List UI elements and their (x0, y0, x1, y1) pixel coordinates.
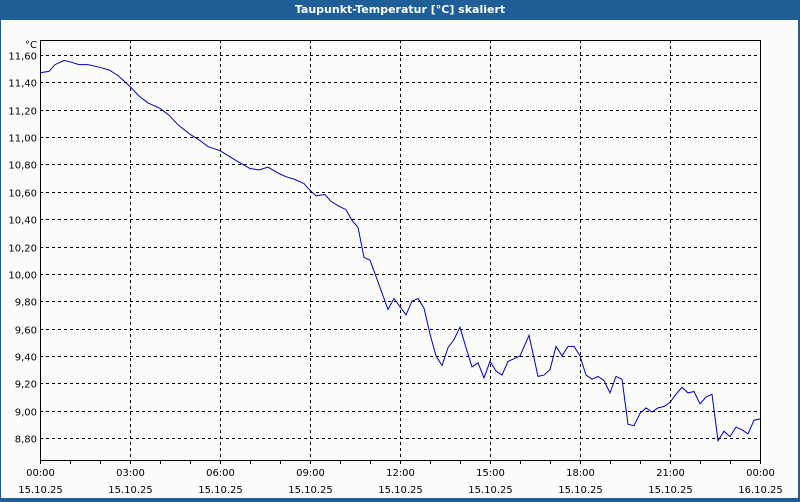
x-tick-date: 15.10.25 (378, 485, 423, 496)
x-tick-time: 21:00 (656, 468, 685, 479)
x-tick-date: 15.10.25 (198, 485, 243, 496)
y-tick-label: 9,20 (15, 380, 37, 391)
x-tick-date: 15.10.25 (648, 485, 693, 496)
y-tick-label: 11,00 (8, 134, 37, 145)
x-tick-date: 15.10.25 (558, 485, 603, 496)
plot-frame (40, 40, 761, 461)
y-tick-label: 11,60 (8, 52, 37, 63)
y-tick-label: 10,40 (8, 216, 37, 227)
x-tick-time: 00:00 (746, 468, 775, 479)
y-tick-label: 10,60 (8, 189, 37, 200)
x-tick-time: 18:00 (566, 468, 595, 479)
x-tick-date: 15.10.25 (18, 485, 63, 496)
line-chart: 11,60 11,40 11,20 11,00 10,80 10,60 10,40 10,20… (1, 20, 798, 498)
y-tick-label: 9,40 (15, 353, 37, 364)
y-tick-label: 9,80 (15, 298, 37, 309)
x-tick-date: 15.10.25 (288, 485, 333, 496)
x-tick-date: 16.10.25 (738, 485, 783, 496)
x-tick-date: 15.10.25 (108, 485, 153, 496)
y-unit-label: °C (25, 40, 37, 51)
y-tick-label: 10,80 (8, 161, 37, 172)
x-tick-time: 03:00 (116, 468, 145, 479)
x-tick-time: 00:00 (26, 468, 55, 479)
x-tick-time: 09:00 (296, 468, 325, 479)
series-line (39, 59, 761, 443)
y-tick-label: 10,20 (8, 244, 37, 255)
y-tick-label: 9,60 (15, 326, 37, 337)
x-tick-time: 15:00 (476, 468, 505, 479)
y-tick-label: 10,00 (8, 271, 37, 282)
chart-panel: 11,60 11,40 11,20 11,00 10,80 10,60 10,40 10,20… (1, 20, 798, 498)
chart-title: Taupunkt-Temperatur [°C] skaliert (0, 0, 800, 20)
x-tick-time: 12:00 (386, 468, 415, 479)
x-tick-date: 15.10.25 (468, 485, 513, 496)
y-tick-label: 9,00 (15, 408, 37, 419)
y-tick-label: 8,80 (15, 435, 37, 446)
y-tick-label: 11,40 (8, 79, 37, 90)
x-tick-time: 06:00 (206, 468, 235, 479)
y-tick-label: 11,20 (8, 107, 37, 118)
